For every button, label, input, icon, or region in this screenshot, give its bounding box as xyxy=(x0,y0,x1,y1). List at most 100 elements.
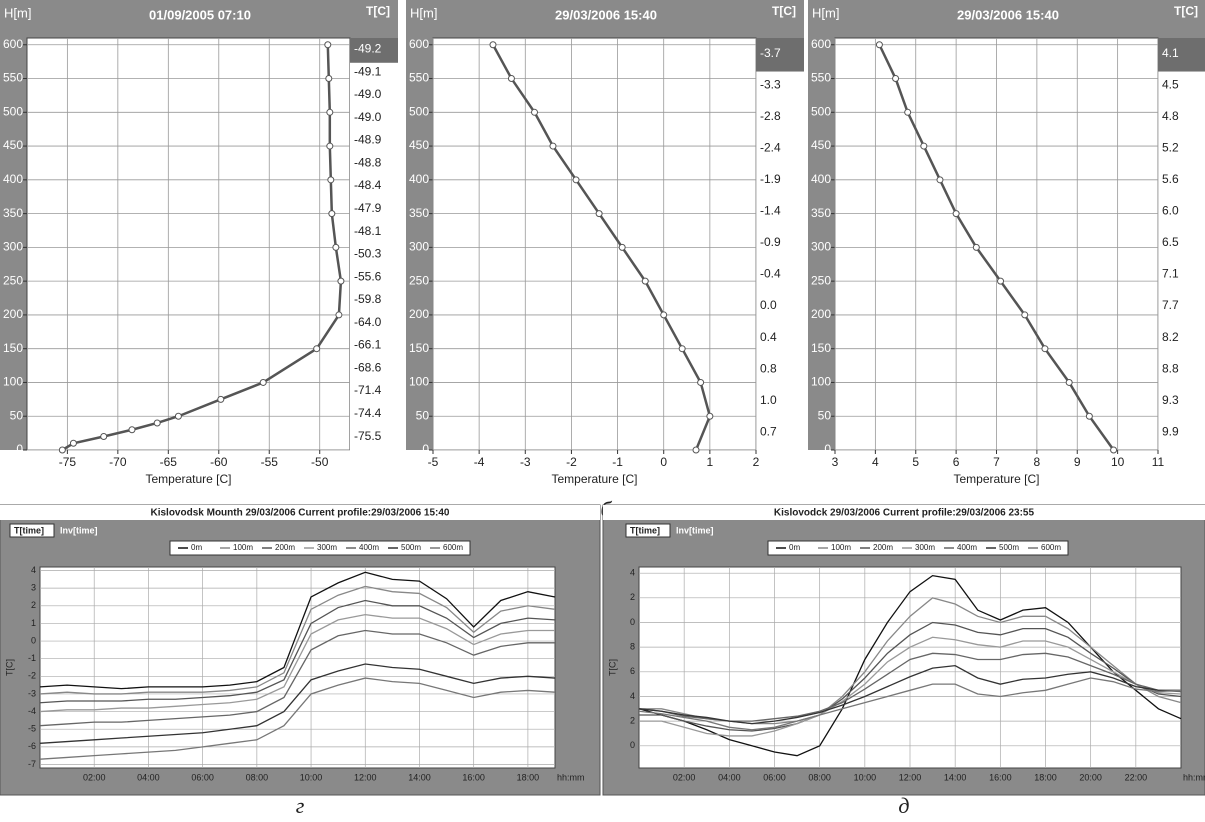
x-tick-label: -50 xyxy=(311,455,329,469)
column-value: -50.3 xyxy=(354,247,382,261)
bottom-strip xyxy=(808,450,1205,490)
y-tick-label: 250 xyxy=(811,273,831,287)
x-axis-label: Temperature [C] xyxy=(551,472,637,486)
column-value: -74.4 xyxy=(354,406,382,420)
legend-label: 200m xyxy=(873,543,893,552)
profile-point xyxy=(1085,412,1093,420)
column-header: T[C] xyxy=(1174,4,1198,18)
series-line xyxy=(39,599,556,704)
column-value: -0.9 xyxy=(760,235,781,249)
tab-label: T[time] xyxy=(14,525,44,535)
x-tick-label: 14:00 xyxy=(944,772,967,782)
profile-point xyxy=(100,432,108,440)
column-value: 0.7 xyxy=(760,424,777,438)
x-tick-label: 02:00 xyxy=(673,772,696,782)
profile-point xyxy=(174,412,182,420)
y-tick-label: 550 xyxy=(409,71,429,85)
x-tick-label: 16:00 xyxy=(989,772,1012,782)
x-tick-label: -1 xyxy=(612,455,623,469)
profile-point xyxy=(549,142,557,150)
series-line xyxy=(39,613,555,713)
column-value: -64.0 xyxy=(354,315,382,329)
column-value: 7.7 xyxy=(1162,298,1179,312)
column-value: -49.2 xyxy=(354,42,382,56)
plot-area xyxy=(39,566,556,769)
y-tick-label: 250 xyxy=(3,273,23,287)
series-line xyxy=(39,571,556,690)
y-tick-label: 350 xyxy=(811,206,831,220)
y-tick-label: 250 xyxy=(409,273,429,287)
profile-point xyxy=(692,446,700,454)
y-tick-label: 150 xyxy=(811,341,831,355)
legend-label: 100m xyxy=(831,543,851,552)
column-value: 1.0 xyxy=(760,393,777,407)
profile-point xyxy=(904,108,912,116)
x-tick-label: 08:00 xyxy=(808,772,831,782)
chart-title: 29/03/2006 15:40 xyxy=(555,7,657,22)
x-axis-label: hh:mm xyxy=(1183,772,1205,782)
profile-point xyxy=(326,108,334,116)
chart-title: Kislovodck 29/03/2006 Current profile:29… xyxy=(774,508,1035,519)
x-tick-label: 12:00 xyxy=(354,772,377,782)
profile-point xyxy=(875,41,883,49)
y-tick-label: 600 xyxy=(409,37,429,51)
column-value: -3.7 xyxy=(760,46,781,60)
x-tick-label: 06:00 xyxy=(763,772,786,782)
column-value: 6.0 xyxy=(1162,204,1179,218)
x-tick-label: -70 xyxy=(109,455,127,469)
y-tick-label: 4 xyxy=(630,691,635,701)
y-tick-label: 8 xyxy=(630,642,635,652)
column-value: 0.4 xyxy=(760,330,777,344)
x-tick-label: 0 xyxy=(660,455,667,469)
y-tick-label: 100 xyxy=(3,375,23,389)
plot-area xyxy=(26,37,351,451)
profile-point xyxy=(997,277,1005,285)
column-value: -48.4 xyxy=(354,178,382,192)
y-tick-label: 50 xyxy=(416,408,430,422)
profile-point xyxy=(337,277,345,285)
y-tick-label: -7 xyxy=(28,759,36,769)
y-tick-label: 300 xyxy=(811,240,831,254)
profile-point xyxy=(507,75,515,83)
column-value: -49.0 xyxy=(354,87,382,101)
y-tick-label: 450 xyxy=(811,138,831,152)
x-tick-label: -5 xyxy=(428,455,439,469)
legend-label: 300m xyxy=(915,543,935,552)
column-value: -66.1 xyxy=(354,338,382,352)
legend-label: 100m xyxy=(233,543,253,552)
x-tick-label: 14:00 xyxy=(408,772,431,782)
profile-point xyxy=(572,176,580,184)
x-tick-label: 08:00 xyxy=(246,772,269,782)
legend xyxy=(169,540,471,556)
legend-label: 500m xyxy=(999,543,1019,552)
profile-point xyxy=(313,345,321,353)
column-value: -55.6 xyxy=(354,269,382,283)
series-line xyxy=(39,677,556,760)
x-tick-label: 7 xyxy=(993,455,1000,469)
y-tick-label: 400 xyxy=(3,172,23,186)
profile-point xyxy=(326,142,334,150)
column-value: -0.4 xyxy=(760,267,781,281)
y-tick-label: 550 xyxy=(3,71,23,85)
legend xyxy=(767,540,1069,556)
profile-point xyxy=(618,243,626,251)
column-value: -48.1 xyxy=(354,224,382,238)
legend-label: 200m xyxy=(275,543,295,552)
x-tick-label: 16:00 xyxy=(462,772,485,782)
y-tick-label: 450 xyxy=(3,138,23,152)
profile-point xyxy=(706,412,714,420)
profile-point xyxy=(936,176,944,184)
x-tick-label: 8 xyxy=(1034,455,1041,469)
title-bar xyxy=(603,505,1205,520)
y-tick-label: 350 xyxy=(409,206,429,220)
y-tick-label: 50 xyxy=(10,408,24,422)
y-tick-label: 4 xyxy=(630,568,635,578)
y-tick-label: 2 xyxy=(630,716,635,726)
column-header: T[C] xyxy=(366,4,390,18)
column-value: 6.5 xyxy=(1162,235,1179,249)
chart-title: 01/09/2005 07:10 xyxy=(149,7,251,22)
series-line xyxy=(638,664,1181,725)
y-tick-label: -4 xyxy=(28,706,36,716)
y-tick-label: 100 xyxy=(811,375,831,389)
